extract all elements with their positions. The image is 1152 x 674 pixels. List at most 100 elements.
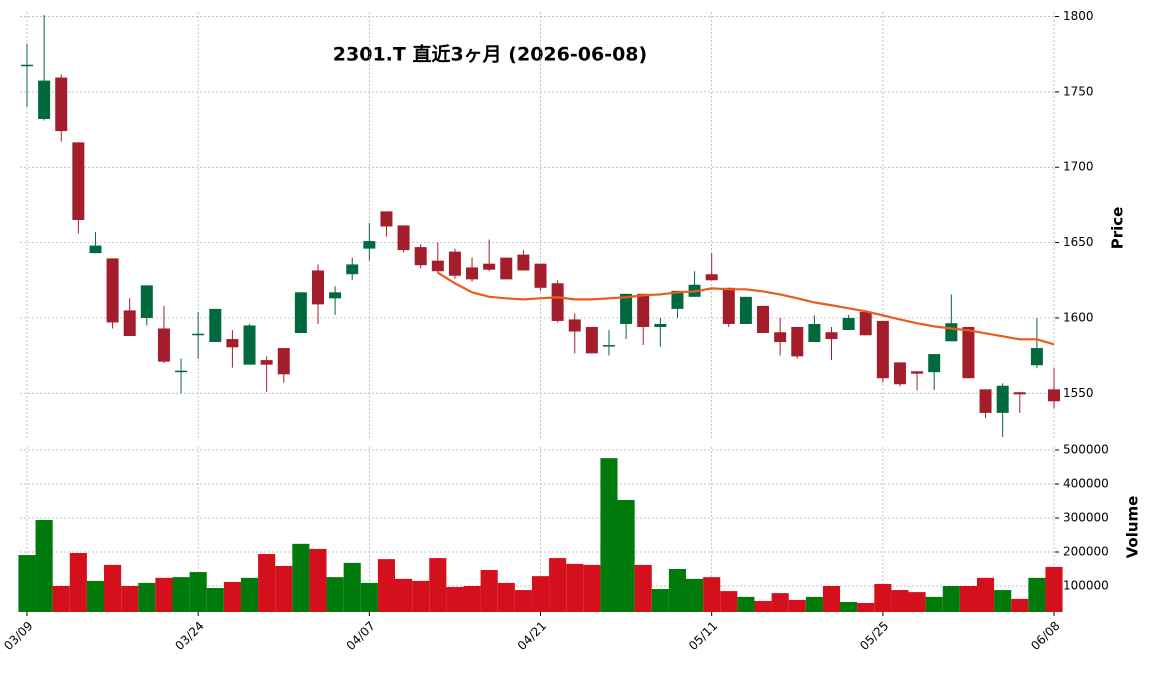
volume-bar [668, 568, 687, 612]
candle-body [72, 142, 85, 220]
volume-bar [1045, 566, 1063, 612]
volume-bar [292, 543, 310, 612]
candle-body [876, 320, 889, 379]
volume-bar [189, 572, 207, 612]
volume-bar [86, 580, 105, 612]
candle-body [243, 325, 256, 365]
candle-body [192, 333, 205, 336]
volume-bar [771, 593, 789, 612]
volume-bar [531, 576, 550, 612]
candle-body [962, 326, 975, 379]
y-tick-label: 1750 [1063, 84, 1094, 98]
volume-bar [240, 577, 259, 612]
y-axis-label: Price [1109, 207, 1127, 250]
volume-bar [206, 588, 224, 612]
x-tick-label: 04/07 [344, 619, 378, 653]
volume-bar [720, 591, 738, 612]
candle-body [140, 285, 153, 318]
volume-bar [583, 564, 601, 612]
x-tick-label: 05/11 [686, 619, 720, 653]
x-tick-label: 03/09 [1, 619, 35, 653]
candle-body [209, 308, 222, 343]
volume-bar [360, 582, 378, 612]
y-axis-label: Volume [1124, 496, 1142, 559]
volume-bar [549, 558, 567, 612]
candle-body [21, 64, 33, 67]
candle-body [448, 251, 461, 276]
volume-bar [429, 558, 447, 612]
volume-bar [959, 585, 977, 612]
candle-body [294, 292, 307, 333]
volume-bar [480, 570, 498, 612]
candle-body [774, 332, 787, 343]
candle-body [808, 323, 821, 343]
candle-body [654, 323, 667, 327]
y-tick-label: 1550 [1063, 386, 1094, 400]
candle-body [825, 332, 838, 340]
candle-body [123, 310, 136, 337]
volume-bar [617, 499, 635, 612]
y-tick-label: 500000 [1063, 442, 1109, 456]
y-tick-label: 100000 [1063, 578, 1109, 592]
volume-bar [69, 553, 87, 612]
candle-body [55, 77, 68, 132]
candle-body [928, 354, 941, 373]
candle-body [911, 371, 924, 374]
volume-bar [600, 458, 618, 612]
candle-body [979, 389, 992, 413]
y-tick-label: 1700 [1063, 160, 1094, 174]
volume-bar [395, 578, 413, 612]
candle-body [996, 385, 1009, 413]
candle-body [397, 225, 410, 251]
candle-body [380, 211, 393, 227]
volume-bar [566, 563, 584, 612]
volume-bar [925, 596, 943, 612]
candle-body [175, 370, 188, 373]
candle-body [431, 260, 444, 272]
volume-bar [377, 559, 396, 612]
volume-bar [737, 596, 755, 612]
candle-body [89, 245, 102, 254]
candle-body [260, 360, 273, 365]
candle-body [893, 362, 906, 385]
candle-body [842, 317, 855, 330]
volume-bar [18, 555, 36, 612]
volume-bar [976, 577, 995, 612]
volume-bar [52, 585, 70, 612]
candle-body [585, 326, 598, 354]
candle-body [363, 241, 376, 249]
y-tick-label: 300000 [1063, 510, 1109, 524]
candle-body [277, 348, 290, 375]
candle-body [1048, 389, 1061, 402]
candle-body [859, 311, 872, 336]
moving-average-line [437, 271, 1055, 346]
candle-body [568, 319, 581, 332]
volume-bar [891, 590, 909, 612]
volume-bar [514, 590, 532, 612]
volume-bar [874, 583, 892, 612]
x-tick-label: 04/21 [515, 619, 549, 653]
candle-body [1013, 392, 1026, 395]
candle-body [602, 345, 615, 347]
candle-body [483, 263, 496, 270]
volume-bar [35, 520, 53, 612]
volume-bar [343, 562, 361, 612]
candle-body [157, 328, 170, 362]
chart-title: 2301.T 直近3ヶ月 (2026-06-08) [333, 43, 647, 66]
candle-body [517, 254, 530, 271]
volume-bar [1011, 598, 1029, 612]
volume-bar [275, 565, 293, 612]
y-tick-label: 200000 [1063, 544, 1109, 558]
candle-body [551, 283, 564, 321]
volume-bar [840, 601, 858, 612]
volume-bar [703, 577, 721, 612]
volume-bar [634, 564, 652, 612]
candle-body [1030, 348, 1043, 366]
volume-bar [258, 554, 276, 612]
candle-body [705, 274, 718, 281]
volume-bar [121, 585, 139, 612]
volume-bar [686, 578, 704, 612]
volume-bar [326, 577, 344, 612]
volume-bar [412, 580, 430, 612]
